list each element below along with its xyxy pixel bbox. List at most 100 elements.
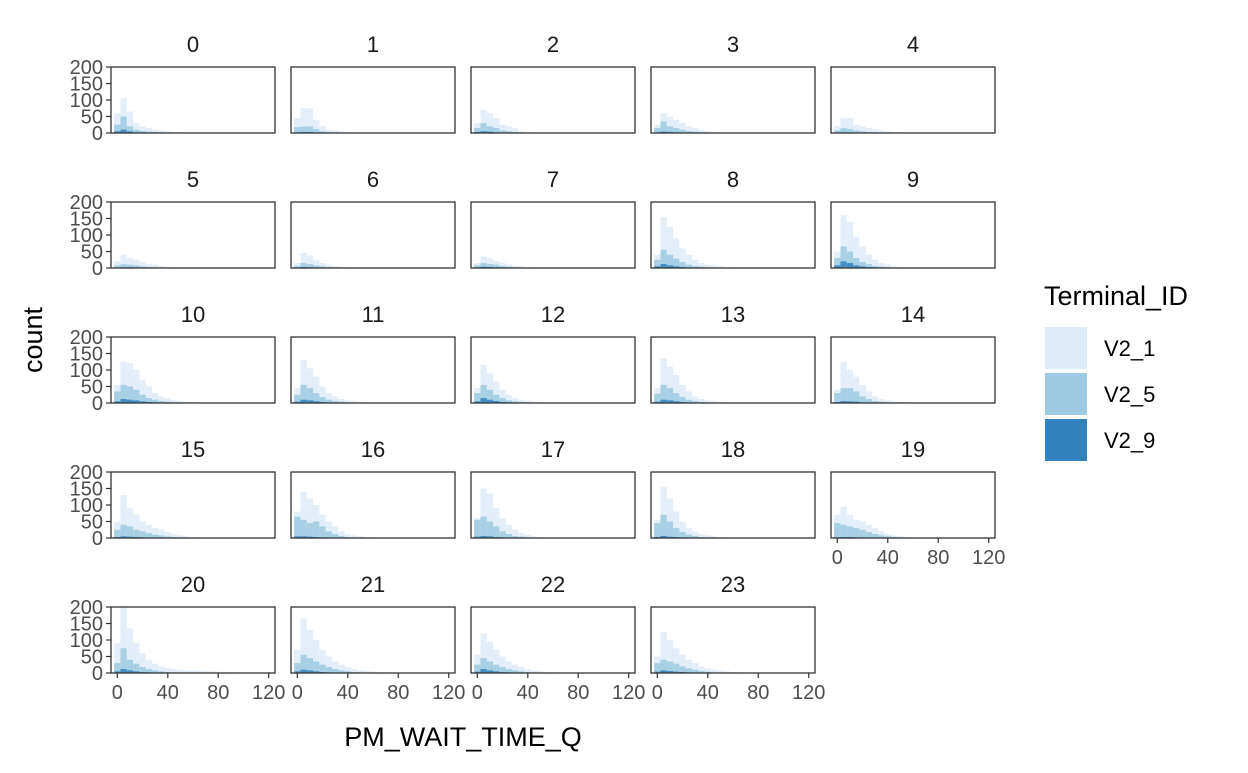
x-tick-label: 80 — [387, 682, 409, 704]
x-tick-label: 0 — [112, 682, 123, 704]
legend-entry-label: V2_5 — [1104, 382, 1155, 407]
histogram-bar — [114, 530, 120, 538]
x-tick-label: 80 — [567, 682, 589, 704]
facet-strip-label: 21 — [361, 572, 385, 597]
histogram-bar — [139, 531, 145, 538]
histogram-bar — [834, 393, 840, 403]
histogram-bar — [307, 523, 313, 538]
y-tick-label: 200 — [70, 462, 103, 484]
panel-border — [831, 67, 995, 133]
histogram-bar — [326, 667, 332, 673]
facet-strip-label: 1 — [367, 32, 379, 57]
legend-entry-label: V2_9 — [1104, 428, 1155, 453]
histogram-bar — [654, 128, 660, 133]
histogram-bar — [480, 517, 486, 538]
histogram-bar — [294, 517, 300, 538]
facet-strip-label: 18 — [721, 437, 745, 462]
y-tick-label: 200 — [70, 192, 103, 214]
x-tick-label: 40 — [517, 682, 539, 704]
histogram-bar — [493, 526, 499, 538]
histogram-bar — [120, 525, 126, 538]
facet-strip-label: 22 — [541, 572, 565, 597]
x-tick-label: 40 — [157, 682, 179, 704]
histogram-bar — [673, 664, 679, 673]
facet-strip-label: 19 — [901, 437, 925, 462]
histogram-bar — [673, 128, 679, 133]
histogram-bar — [853, 528, 859, 538]
y-tick-label: 200 — [70, 327, 103, 349]
facet-strip-label: 4 — [907, 32, 919, 57]
facet-strip-label: 6 — [367, 167, 379, 192]
histogram-bar — [493, 128, 499, 133]
x-tick-label: 40 — [877, 547, 899, 569]
x-tick-label: 0 — [652, 682, 663, 704]
histogram-bar — [859, 530, 865, 538]
histogram-bar — [847, 526, 853, 538]
histogram-bar — [686, 668, 692, 673]
histogram-bar — [319, 665, 325, 673]
histogram-bar — [487, 522, 493, 539]
facet-strip-label: 2 — [547, 32, 559, 57]
histogram-bar — [847, 388, 853, 403]
histogram-bar — [840, 128, 846, 133]
y-tick-label: 200 — [70, 597, 103, 619]
x-tick-label: 40 — [697, 682, 719, 704]
histogram-bar — [114, 391, 120, 403]
x-tick-label: 0 — [832, 547, 843, 569]
y-axis-title: count — [18, 306, 48, 373]
histogram-bar — [480, 398, 486, 403]
panel-border — [471, 202, 635, 268]
histogram-bar — [654, 394, 660, 403]
histogram-bar — [313, 522, 319, 539]
x-tick-label: 80 — [747, 682, 769, 704]
histogram-bar — [840, 525, 846, 538]
x-tick-label: 80 — [207, 682, 229, 704]
facet-strip-label: 12 — [541, 302, 565, 327]
facet-strip-label: 20 — [181, 572, 205, 597]
facet-strip-label: 5 — [187, 167, 199, 192]
histogram-bar — [474, 520, 480, 538]
panel-border — [291, 202, 455, 268]
facet-strip-label: 11 — [362, 302, 385, 327]
facet-strip-label: 3 — [727, 32, 739, 57]
histogram-bar — [853, 391, 859, 403]
histogram-bar — [133, 530, 139, 538]
facet-strip-label: 23 — [721, 572, 745, 597]
panel-border — [111, 202, 275, 268]
histogram-bar — [654, 663, 660, 673]
histogram-bar — [300, 520, 306, 538]
facet-strip-label: 17 — [541, 437, 565, 462]
facet-strip-label: 9 — [907, 167, 919, 192]
histogram-bar — [326, 531, 332, 538]
x-tick-label: 0 — [292, 682, 303, 704]
legend-key-swatch — [1045, 419, 1087, 461]
histogram-bar — [146, 533, 152, 538]
facet-strip-label: 16 — [361, 437, 385, 462]
facet-strip-label: 13 — [721, 302, 745, 327]
histogram-bar — [834, 523, 840, 538]
y-tick-label: 200 — [70, 57, 103, 79]
histogram-bar — [127, 526, 133, 538]
x-tick-label: 40 — [337, 682, 359, 704]
x-tick-label: 0 — [472, 682, 483, 704]
legend-key-swatch — [1045, 373, 1087, 415]
histogram-bar — [654, 523, 660, 538]
histogram-bar — [319, 526, 325, 538]
x-tick-label: 120 — [432, 682, 465, 704]
histogram-bar — [859, 396, 865, 403]
x-tick-label: 120 — [252, 682, 285, 704]
histogram-bar — [660, 515, 666, 538]
x-tick-label: 80 — [927, 547, 949, 569]
histogram-bar — [840, 261, 846, 268]
histogram-bar — [840, 388, 846, 403]
x-tick-label: 120 — [612, 682, 645, 704]
histogram-bar — [660, 121, 666, 133]
facet-strip-label: 0 — [187, 32, 199, 57]
legend-entry-label: V2_1 — [1104, 336, 1155, 361]
facet-strip-label: 8 — [727, 167, 739, 192]
histogram-bar — [313, 661, 319, 673]
histogram-bar — [673, 528, 679, 538]
legend-key-swatch — [1045, 327, 1087, 369]
